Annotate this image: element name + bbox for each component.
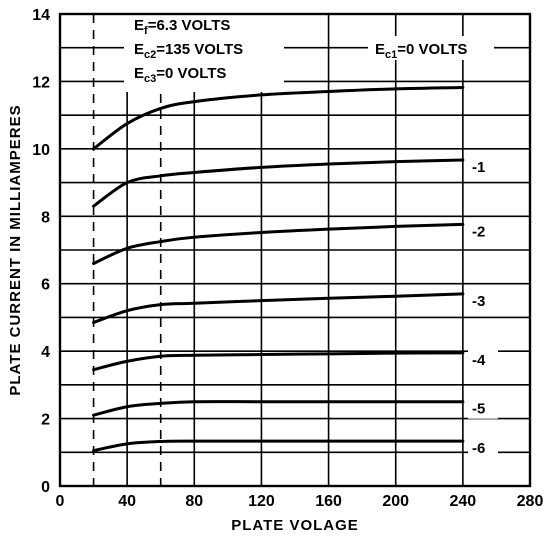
curve-ec1-minus-5 — [92, 400, 465, 417]
y-tick-label: 10 — [32, 142, 50, 159]
ec3-condition: Ec3=0 VOLTS — [134, 65, 226, 85]
curve-label-background — [468, 154, 498, 177]
annotation-background — [124, 12, 284, 92]
x-axis-label: PLATE VOLAGE — [231, 517, 359, 534]
curve-label-background — [468, 288, 498, 311]
y-tick-label: 2 — [41, 412, 50, 429]
curve-ec1-minus-6 — [92, 439, 465, 453]
x-tick-label: 0 — [56, 493, 65, 510]
ec1-zero-label: Ec1=0 VOLTS — [375, 41, 467, 61]
y-axis-label: PLATE CURRENT IN MILLIAMPERES — [7, 104, 24, 395]
curve-label-background — [468, 347, 498, 370]
curve-label: -6 — [472, 440, 485, 457]
tick-labels: 0 40 80 120 160 200 240 280 0 2 4 6 8 10 12 14 — [32, 7, 543, 510]
y-tick-label: 14 — [32, 7, 50, 24]
x-tick-label: 240 — [450, 493, 477, 510]
plot-frame — [58, 12, 532, 488]
curve-ec1-0 — [92, 85, 465, 151]
ec1-label-background — [368, 36, 494, 60]
curve-label: -4 — [472, 352, 486, 369]
curve-ec1-minus-4 — [92, 351, 465, 372]
ec2-condition: Ec2=135 VOLTS — [134, 41, 243, 61]
x-tick-label: 160 — [315, 493, 342, 510]
x-tick-label: 120 — [248, 493, 275, 510]
y-tick-label: 4 — [41, 344, 50, 361]
y-tick-label: 8 — [41, 209, 50, 226]
curve-label: -1 — [472, 159, 485, 176]
x-tick-label: 80 — [185, 493, 203, 510]
x-tick-label: 200 — [382, 493, 409, 510]
curve-label-background — [468, 219, 498, 242]
ef-condition: Ef=6.3 VOLTS — [134, 17, 230, 37]
curve-ec1-minus-1 — [92, 158, 465, 208]
curve-labels: -1 -2 -3 -4 -5 -6 — [468, 154, 498, 459]
y-tick-label: 6 — [41, 277, 50, 294]
x-tick-label: 280 — [517, 493, 544, 510]
curve-label-background — [468, 396, 498, 419]
curve-ec1-minus-2 — [92, 222, 465, 265]
x-tick-label: 40 — [118, 493, 136, 510]
curves — [92, 85, 465, 453]
curve-label: -5 — [472, 401, 485, 418]
y-tick-label: 0 — [41, 479, 50, 496]
y-tick-label: 12 — [32, 74, 50, 91]
curve-label-background — [468, 436, 498, 459]
curve-ec1-minus-3 — [92, 292, 465, 324]
curve-label: -3 — [472, 293, 485, 310]
curve-label: -2 — [472, 223, 485, 240]
